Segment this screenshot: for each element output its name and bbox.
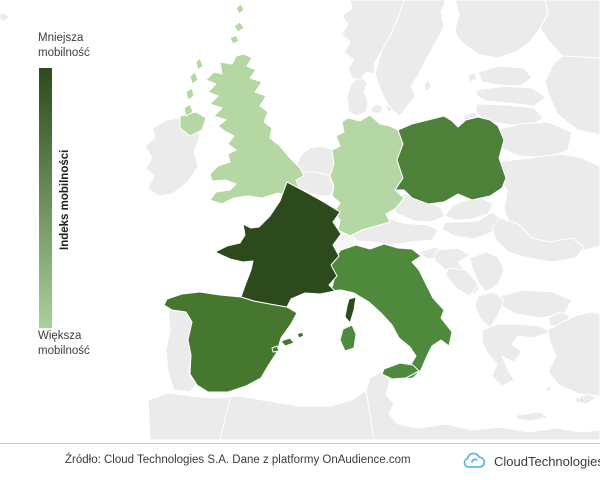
orkney2 — [229, 34, 240, 45]
north-africa — [147, 371, 600, 441]
menorca — [296, 331, 305, 339]
country-finland — [454, 0, 549, 59]
legend-gradient-bar — [39, 68, 52, 328]
great-britain — [205, 53, 305, 205]
source-text: Źródło: Cloud Technologies S.A. Dane z p… — [65, 454, 411, 466]
europe-map — [0, 0, 600, 441]
estonia-islands — [467, 71, 478, 83]
country-latvia — [476, 85, 547, 107]
country-russia-east — [544, 55, 600, 136]
country-bosnia — [445, 267, 479, 297]
country-sweden — [374, 0, 447, 117]
legend-label-low-mobility: Mniejsza mobilność — [38, 32, 90, 59]
country-estonia — [477, 65, 533, 87]
hebrides3 — [185, 87, 195, 101]
island-gotland — [423, 79, 432, 93]
orkney — [233, 21, 245, 33]
country-slovakia — [444, 197, 494, 221]
island-crete — [515, 411, 549, 422]
cloud-technologies-logo: CloudTechnologies — [460, 450, 600, 472]
france-mainland — [214, 181, 342, 308]
country-russia-north — [539, 0, 600, 59]
island-cyprus — [574, 393, 597, 405]
country-germany — [329, 114, 405, 237]
corsica — [344, 296, 357, 324]
country-denmark — [346, 76, 369, 117]
sardinia — [339, 324, 357, 352]
aegean-island3 — [545, 385, 552, 392]
hebrides4 — [183, 103, 194, 117]
ibiza — [271, 345, 280, 353]
background-countries — [0, 0, 600, 441]
country-france — [214, 181, 357, 324]
mallorca — [280, 337, 295, 347]
logo-text: CloudTechnologies — [494, 453, 600, 469]
country-united-kingdom — [179, 3, 585, 403]
europe-map-svg — [0, 0, 600, 441]
legend-axis-title: Indeks mobilności — [59, 149, 71, 250]
cloud-icon — [463, 452, 486, 468]
uk-base-cyprus — [579, 397, 585, 403]
northern-ireland — [179, 111, 207, 137]
hebrides1 — [195, 57, 204, 71]
country-albania-macedonia — [474, 291, 505, 329]
shetland — [235, 3, 245, 15]
country-greece — [481, 323, 551, 387]
footer-divider — [0, 443, 600, 444]
country-iceland-edge — [0, 12, 10, 22]
sicily — [381, 362, 420, 380]
africa-borders — [219, 389, 375, 441]
country-serbia — [469, 251, 505, 293]
hebrides2 — [189, 71, 199, 85]
country-denmark-islands — [370, 103, 384, 114]
country-poland — [394, 115, 507, 205]
legend-label-high-mobility: Większa mobilność — [38, 330, 90, 357]
country-romania — [491, 217, 585, 263]
country-italy — [328, 243, 453, 380]
italy-mainland — [328, 243, 453, 380]
